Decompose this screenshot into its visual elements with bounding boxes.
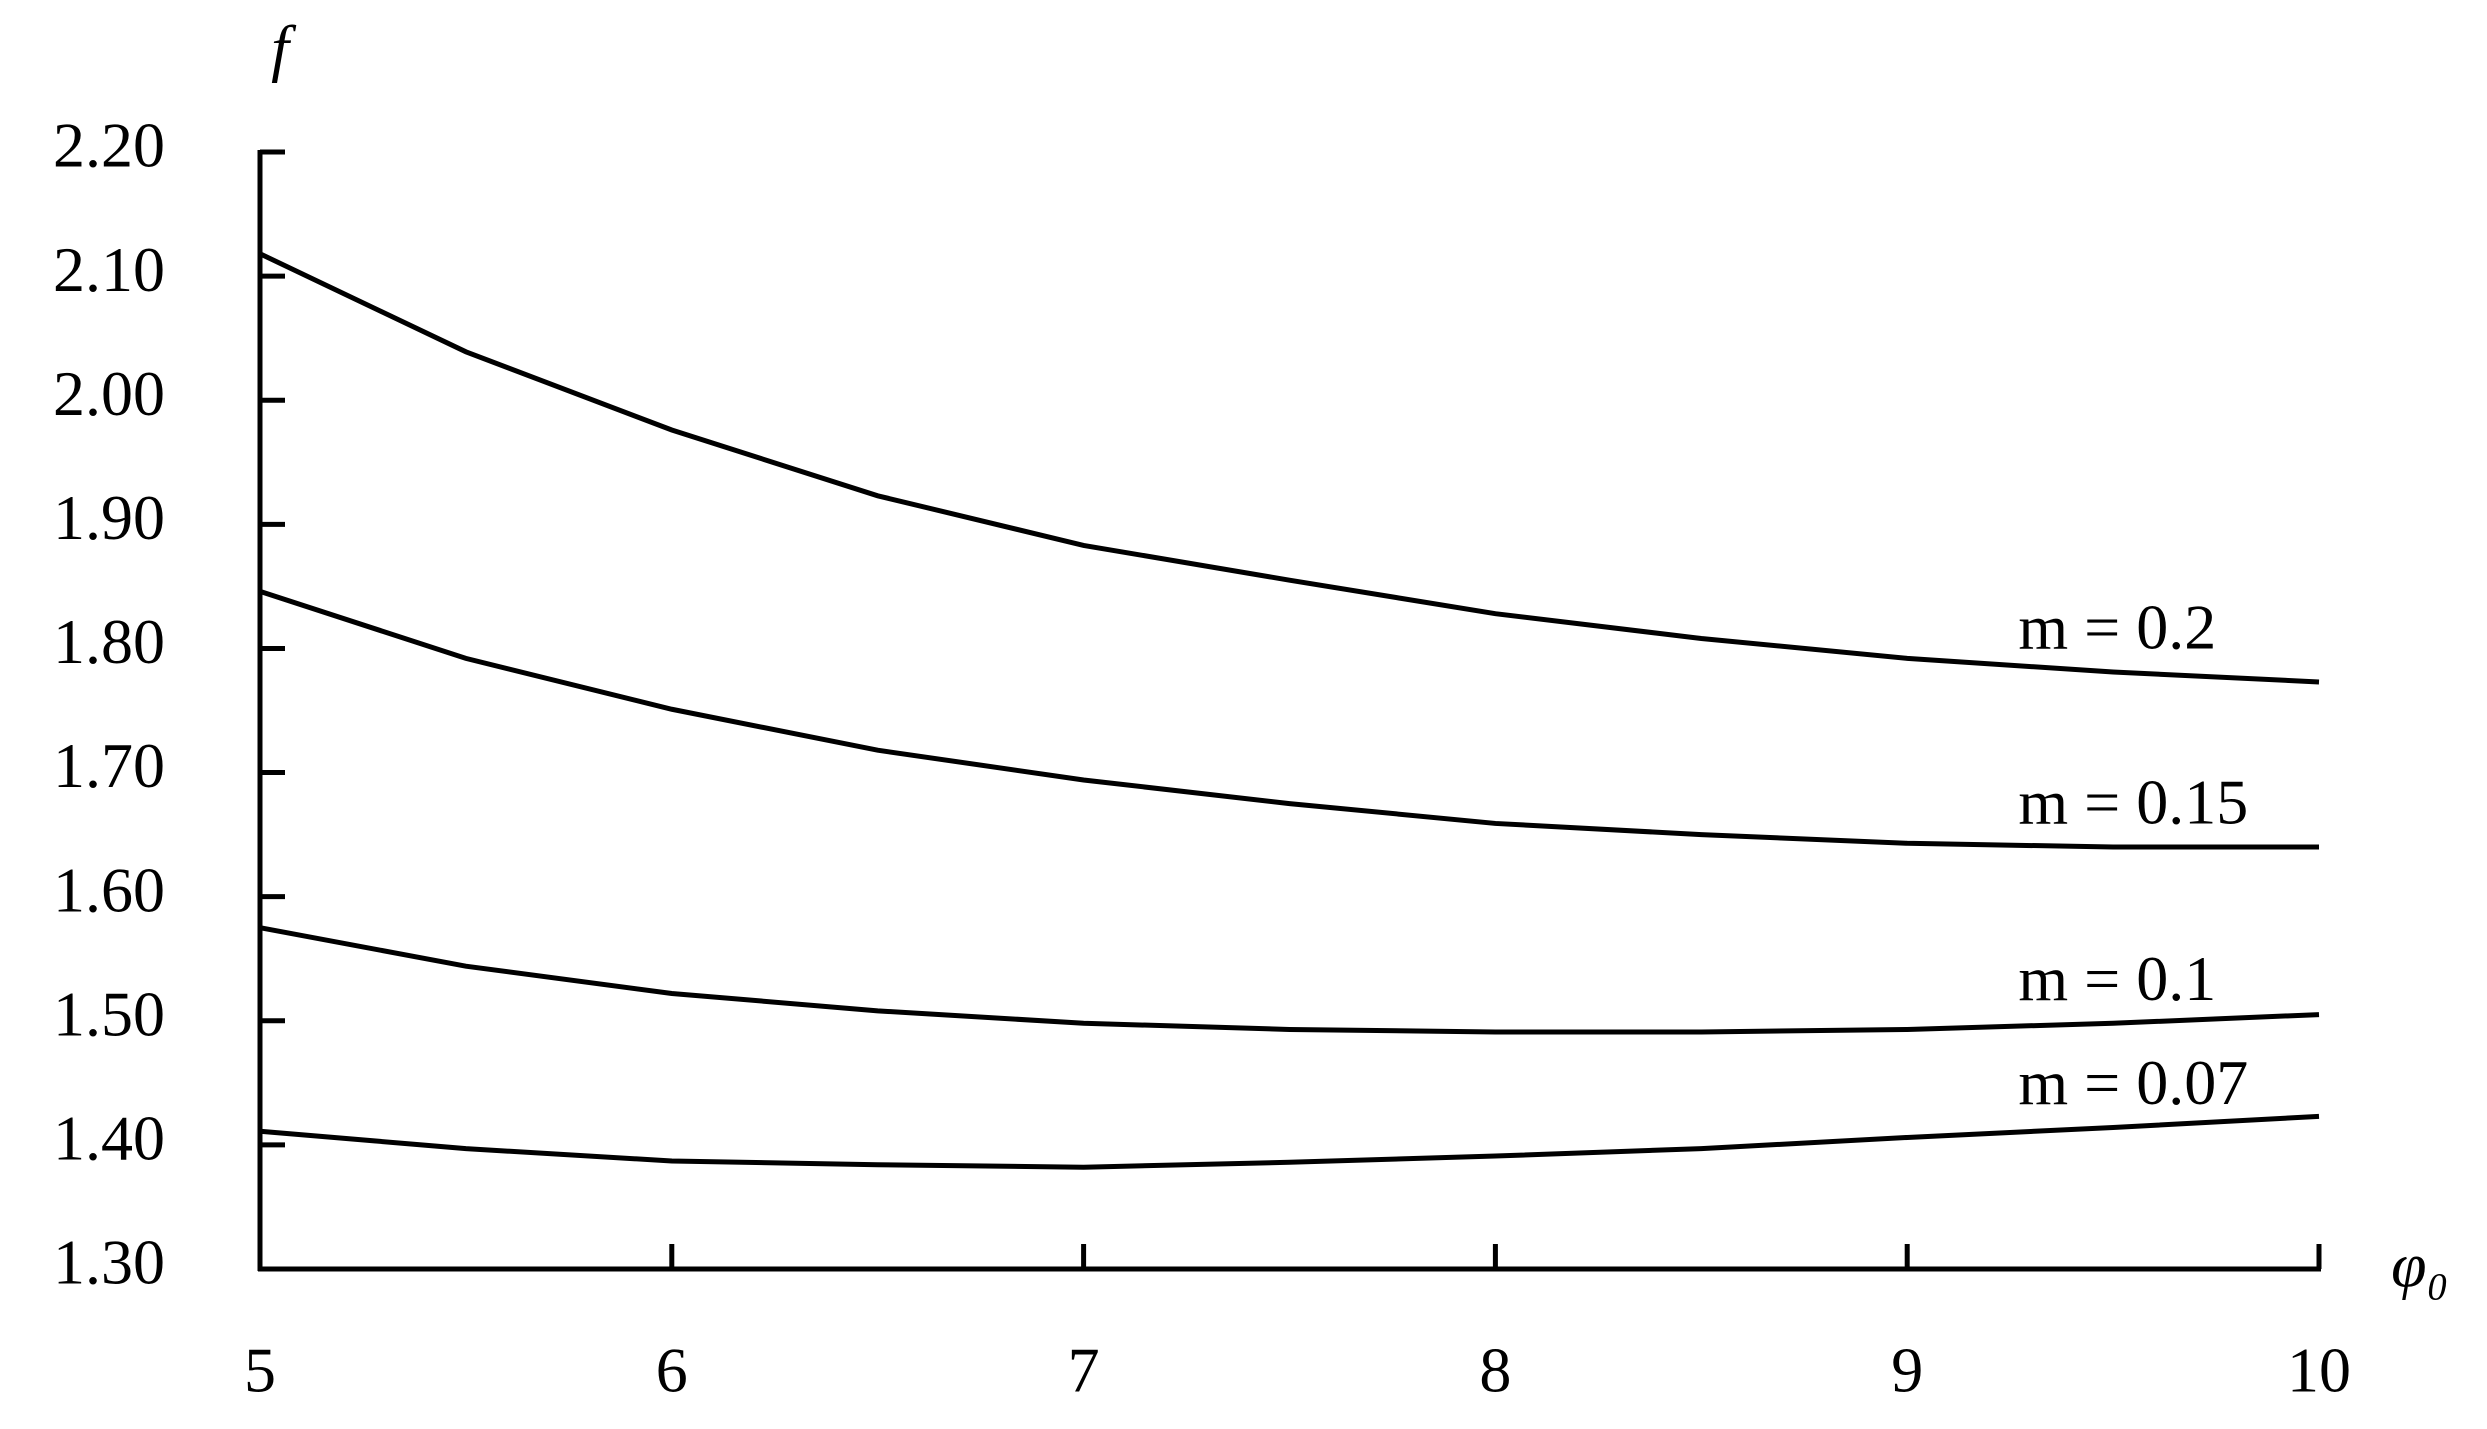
y-tick-label: 1.70 <box>53 730 165 801</box>
series-line <box>259 925 2320 1035</box>
x-axis-label: φ₀ <box>2391 1230 2449 1301</box>
y-tick-label: 2.10 <box>53 234 165 305</box>
x-tick-label: 7 <box>1068 1335 1100 1406</box>
y-tick-label: 2.20 <box>53 110 165 181</box>
series-label: m = 0.1 <box>2018 943 2216 1014</box>
y-tick-label: 1.60 <box>53 854 165 925</box>
x-tick-label: 8 <box>1479 1335 1511 1406</box>
series-line <box>258 251 2320 685</box>
y-tick-label: 1.30 <box>53 1227 165 1298</box>
series-label: m = 0.07 <box>2018 1047 2248 1118</box>
series-label: m = 0.2 <box>2018 592 2216 663</box>
x-tick-label: 10 <box>2287 1335 2351 1406</box>
x-tick-label: 6 <box>656 1335 688 1406</box>
series-label: m = 0.15 <box>2018 767 2248 838</box>
y-tick-label: 1.40 <box>53 1103 165 1174</box>
series-line <box>259 588 2319 850</box>
y-tick-label: 2.00 <box>53 358 165 429</box>
y-tick-label: 1.90 <box>53 482 165 553</box>
x-tick-label: 5 <box>244 1335 276 1406</box>
y-tick-label: 1.80 <box>53 606 165 677</box>
x-tick-label: 9 <box>1891 1335 1923 1406</box>
y-axis-label: f <box>271 13 297 84</box>
series-line <box>259 1113 2320 1170</box>
y-tick-label: 1.50 <box>53 978 165 1049</box>
